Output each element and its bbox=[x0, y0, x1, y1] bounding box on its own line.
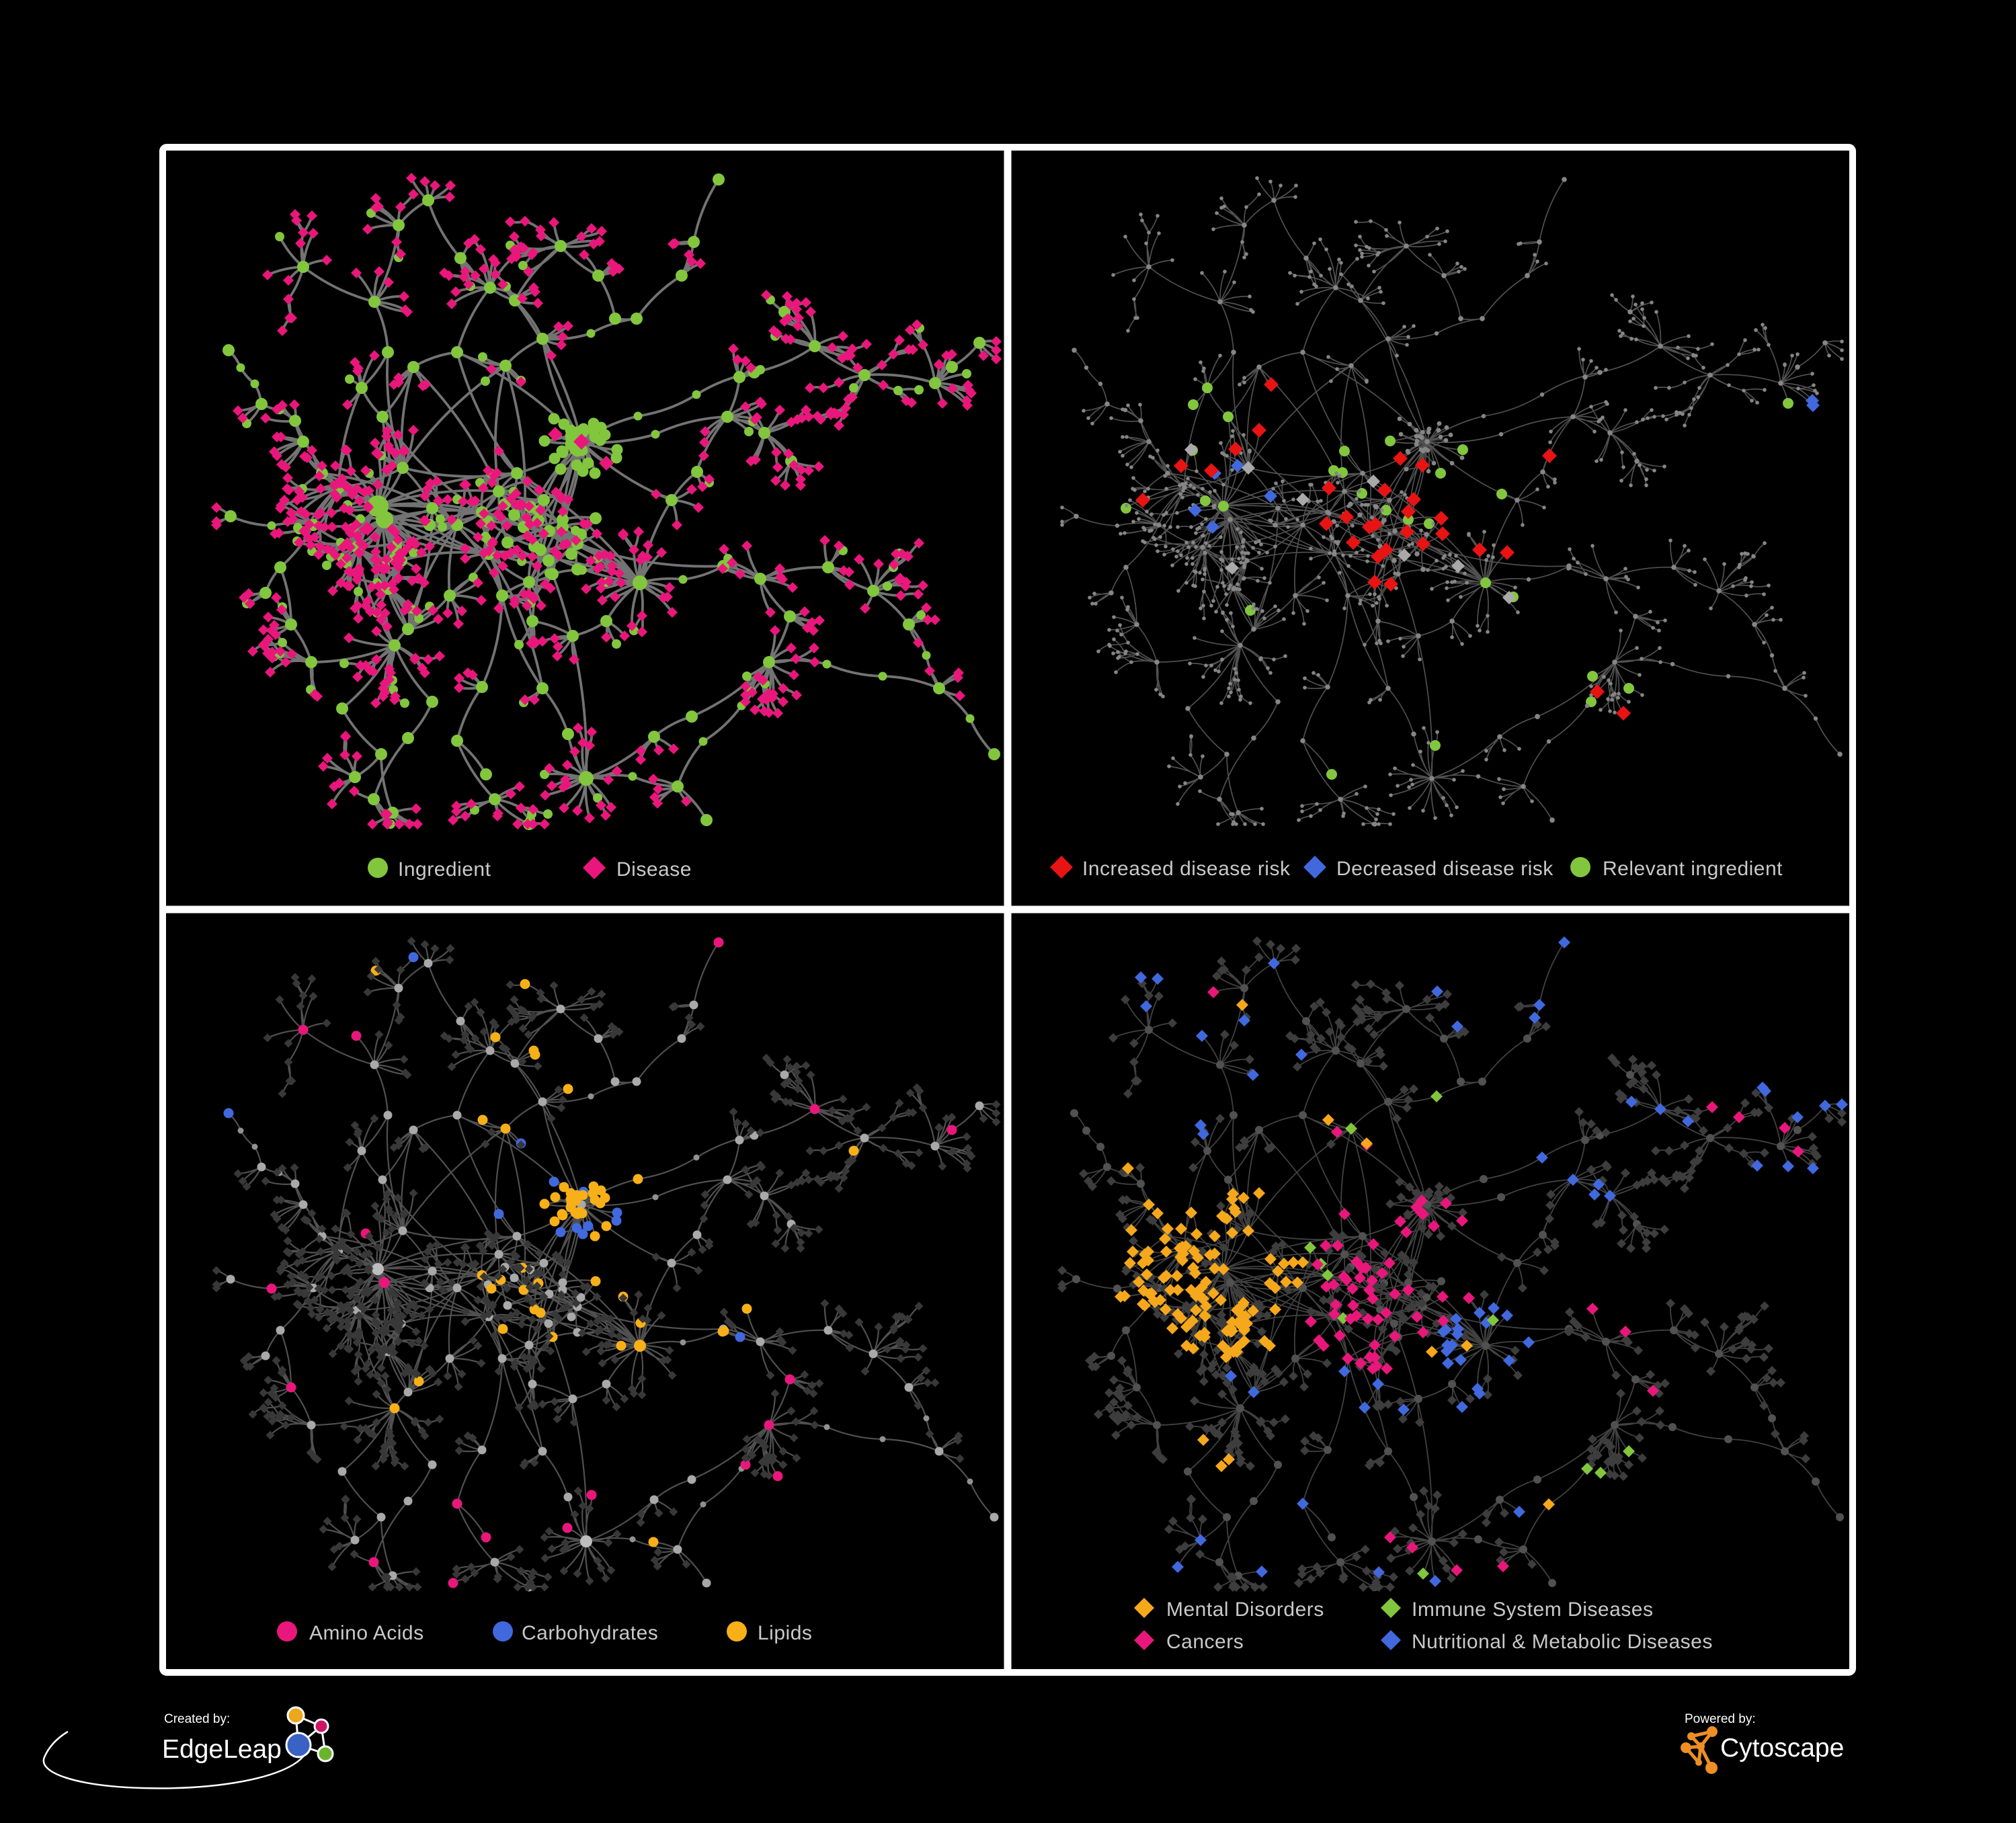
svg-text:Ingredient: Ingredient bbox=[398, 858, 491, 881]
svg-text:Increased disease risk: Increased disease risk bbox=[1082, 858, 1291, 880]
svg-text:Lipids: Lipids bbox=[758, 1622, 812, 1644]
svg-text:Decreased disease risk: Decreased disease risk bbox=[1336, 858, 1554, 880]
svg-text:Created by:: Created by: bbox=[164, 1712, 230, 1726]
svg-text:Cancers: Cancers bbox=[1166, 1631, 1244, 1653]
svg-text:Disease: Disease bbox=[616, 858, 692, 881]
svg-text:Nutritional & Metabolic Diseas: Nutritional & Metabolic Diseases bbox=[1412, 1631, 1713, 1653]
svg-text:EdgeLeap: EdgeLeap bbox=[162, 1735, 282, 1764]
svg-text:Amino Acids: Amino Acids bbox=[309, 1622, 424, 1644]
svg-text:Immune System Diseases: Immune System Diseases bbox=[1412, 1598, 1653, 1621]
svg-text:Carbohydrates: Carbohydrates bbox=[522, 1622, 658, 1644]
svg-text:Mental Disorders: Mental Disorders bbox=[1166, 1598, 1324, 1621]
svg-text:Cytoscape: Cytoscape bbox=[1720, 1734, 1844, 1763]
svg-text:Relevant ingredient: Relevant ingredient bbox=[1603, 858, 1783, 880]
svg-text:Powered by:: Powered by: bbox=[1685, 1712, 1756, 1726]
